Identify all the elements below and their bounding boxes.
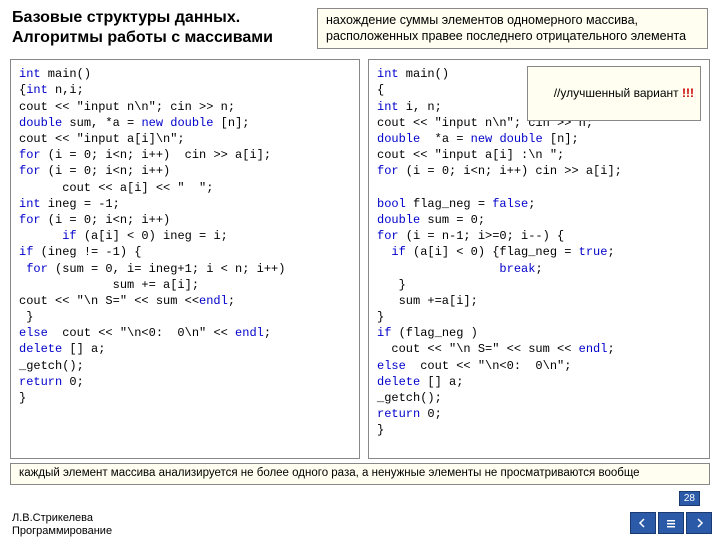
nav-next-button[interactable] — [686, 512, 712, 534]
title-line-2: Алгоритмы работы с массивами — [12, 28, 307, 48]
improved-label-text: //улучшенный вариант — [554, 86, 679, 100]
code-block-original: int main() {int n,i; cout << "input n\n"… — [10, 59, 360, 459]
task-description: нахождение суммы элементов одномерного м… — [317, 8, 708, 49]
improved-variant-label: //улучшенный вариант !!! — [527, 66, 701, 121]
bottom-note: каждый элемент массива анализируется не … — [10, 463, 710, 485]
code-block-improved: //улучшенный вариант !!! int main() { in… — [368, 59, 710, 459]
exclamation-icon: !!! — [679, 86, 694, 100]
nav-prev-button[interactable] — [630, 512, 656, 534]
page-number: 28 — [679, 491, 700, 506]
nav-buttons — [630, 512, 712, 534]
course-name: Программирование — [12, 525, 112, 538]
author-name: Л.В.Стрикелева — [12, 512, 112, 525]
slide-footer: Л.В.Стрикелева Программирование — [12, 512, 112, 538]
slide-title: Базовые структуры данных. Алгоритмы рабо… — [12, 8, 307, 48]
nav-menu-button[interactable] — [658, 512, 684, 534]
title-line-1: Базовые структуры данных. — [12, 8, 307, 28]
